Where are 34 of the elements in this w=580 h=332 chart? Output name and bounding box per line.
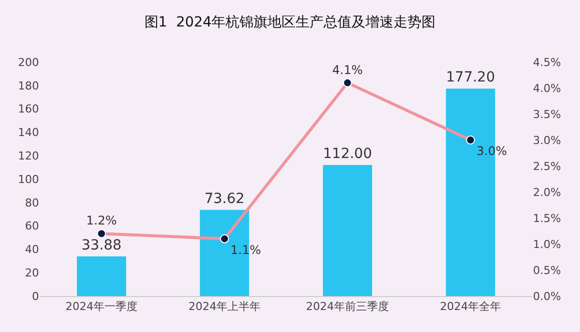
y-tick-label: 60 [25, 220, 39, 233]
y2-tick-label: 1.0% [533, 238, 561, 251]
chart-title: 图1 2024年杭锦旗地区生产总值及增速走势图 [144, 14, 436, 30]
data-label: 112.00 [323, 146, 372, 162]
y-tick-label: 20 [25, 266, 39, 280]
data-label: 33.88 [81, 237, 122, 254]
x-tick-label: 2024年一季度 [66, 300, 138, 314]
y-tick-label: 200 [18, 56, 39, 69]
data-label: 73.62 [204, 190, 245, 207]
y-tick-label: 100 [18, 172, 39, 186]
y2-tick-label: 4.0% [533, 82, 561, 95]
y2-tick-label: 2.0% [533, 186, 561, 199]
y-tick-label: 120 [18, 149, 39, 162]
data-label: 1.2% [86, 214, 117, 228]
y-tick-label: 40 [25, 243, 39, 256]
y2-tick-label: 0.0% [533, 290, 561, 303]
x-tick-label: 2024年全年 [440, 300, 501, 314]
y-tick-label: 80 [25, 196, 39, 210]
y-tick-label: 160 [18, 102, 39, 116]
x-tick-label: 2024年前三季度 [306, 300, 389, 314]
y2-tick-label: 2.5% [533, 160, 561, 173]
data-label: 177.20 [446, 70, 495, 86]
y-tick-label: 0 [32, 290, 39, 303]
x-tick-label: 2024年上半年 [188, 300, 260, 314]
y2-tick-label: 3.0% [533, 134, 561, 147]
y2-tick-label: 1.5% [533, 212, 561, 225]
y-tick-label: 140 [18, 126, 39, 140]
y2-tick-label: 3.5% [533, 108, 561, 121]
bar [76, 256, 126, 296]
y2-tick-label: 4.5% [533, 56, 561, 69]
y2-tick-label: 0.5% [533, 264, 561, 277]
y-tick-label: 180 [18, 79, 39, 92]
bar [322, 164, 372, 296]
data-label: 4.1% [332, 62, 363, 77]
